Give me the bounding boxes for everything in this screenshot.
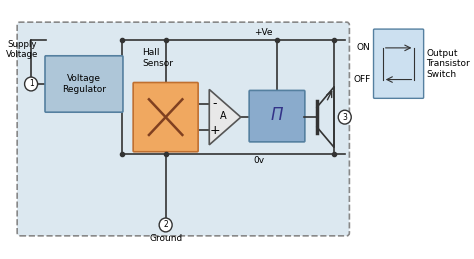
Text: Supply
Voltage: Supply Voltage [6,40,38,59]
Polygon shape [209,89,241,145]
Text: Π: Π [271,106,283,124]
Text: Voltage
Regulator: Voltage Regulator [62,74,106,94]
Text: 1: 1 [29,80,34,89]
FancyBboxPatch shape [374,29,424,98]
Text: 0v: 0v [254,156,265,165]
Text: ON: ON [357,44,371,52]
FancyBboxPatch shape [17,22,349,236]
Text: +: + [210,125,220,138]
Text: -: - [212,97,217,110]
Circle shape [338,110,351,124]
Circle shape [25,77,37,91]
FancyBboxPatch shape [249,90,305,142]
Text: Hall
Sensor: Hall Sensor [143,48,173,68]
Text: 3: 3 [342,113,347,122]
Text: +Ve: +Ve [254,28,272,37]
Text: Ground: Ground [149,234,182,243]
Text: Output
Transistor
Switch: Output Transistor Switch [427,49,470,79]
FancyBboxPatch shape [133,83,198,152]
Circle shape [159,218,172,232]
Text: A: A [220,111,227,121]
Text: OFF: OFF [354,75,371,84]
Text: 2: 2 [163,220,168,229]
FancyBboxPatch shape [45,56,123,112]
